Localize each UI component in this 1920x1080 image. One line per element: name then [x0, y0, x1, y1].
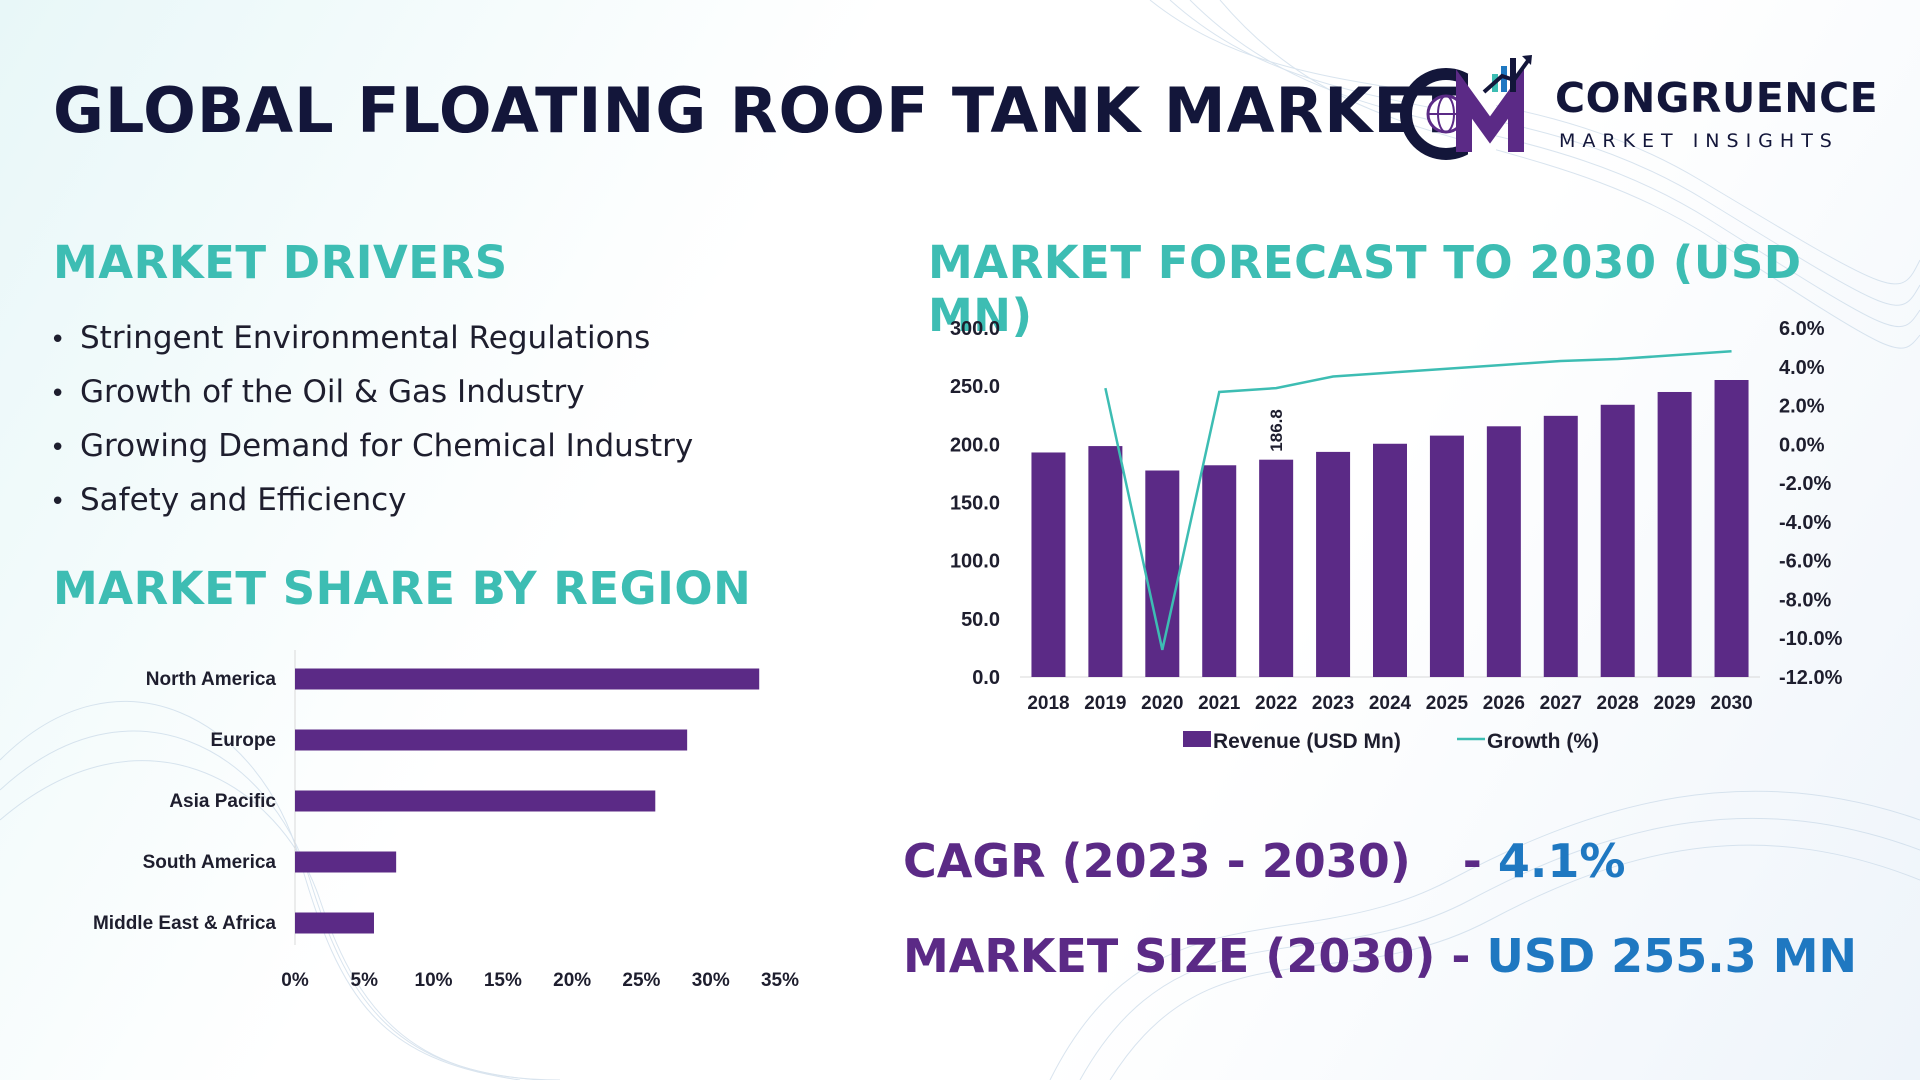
revenue-bar — [1145, 470, 1180, 677]
revenue-bar — [1031, 452, 1066, 677]
legend-revenue-label: Revenue (USD Mn) — [1213, 730, 1401, 753]
driver-item: • Stringent Environmental Regulations — [50, 313, 693, 367]
legend-growth-label: Growth (%) — [1487, 730, 1599, 753]
right-axis-tick-label: -2.0% — [1779, 473, 1831, 495]
market-size-stat: MARKET SIZE (2030) - USD 255.3 MN — [903, 929, 1857, 983]
revenue-bar — [1714, 380, 1749, 677]
region-category-label: Middle East & Africa — [93, 913, 276, 934]
region-category-label: South America — [143, 852, 277, 873]
left-axis-tick-label: 50.0 — [961, 609, 1000, 631]
market-drivers-title: MARKET DRIVERS — [53, 236, 508, 289]
page-title: GLOBAL FLOATING ROOF TANK MARKET — [53, 74, 1460, 147]
region-bar — [295, 790, 656, 812]
x-tick-label: 30% — [692, 970, 730, 991]
x-category-label: 2021 — [1198, 693, 1241, 714]
x-category-label: 2019 — [1084, 693, 1126, 714]
x-category-label: 2023 — [1312, 693, 1354, 714]
driver-item: • Growth of the Oil & Gas Industry — [50, 367, 693, 421]
x-category-label: 2018 — [1027, 693, 1069, 714]
x-tick-label: 35% — [761, 970, 799, 991]
region-bar — [295, 668, 760, 690]
revenue-bar — [1600, 404, 1635, 677]
driver-item: • Growing Demand for Chemical Industry — [50, 421, 693, 475]
x-tick-label: 15% — [484, 970, 522, 991]
right-axis-tick-label: 6.0% — [1779, 318, 1825, 340]
x-category-label: 2030 — [1710, 693, 1752, 714]
bullet-icon: • — [50, 433, 66, 463]
x-tick-label: 5% — [351, 970, 379, 991]
x-category-label: 2028 — [1597, 693, 1639, 714]
x-category-label: 2022 — [1255, 693, 1297, 714]
logo-name: CONGRUENCE — [1555, 74, 1879, 122]
cagr-label: CAGR (2023 - 2030) — [903, 834, 1411, 888]
x-category-label: 2029 — [1653, 693, 1695, 714]
cagr-separator: - — [1462, 834, 1482, 888]
x-tick-label: 0% — [281, 970, 309, 991]
driver-text: Stringent Environmental Regulations — [80, 320, 651, 356]
x-category-label: 2026 — [1483, 693, 1525, 714]
right-axis-tick-label: -12.0% — [1779, 667, 1843, 689]
driver-text: Growing Demand for Chemical Industry — [80, 428, 694, 464]
forecast-chart: 0.0 50.0 100.0 150.0 200.0 250.0 300.0 -12.0% -1… — [950, 318, 1843, 753]
region-category-label: North America — [146, 669, 277, 690]
market-share-region-title: MARKET SHARE BY REGION — [53, 562, 752, 615]
revenue-bar — [1316, 451, 1351, 677]
revenue-bar — [1088, 446, 1123, 677]
left-axis-tick-label: 150.0 — [950, 493, 1000, 515]
driver-text: Growth of the Oil & Gas Industry — [80, 374, 585, 410]
region-share-chart: North America Europe Asia Pacific South Ame… — [93, 650, 799, 991]
region-bar — [295, 729, 688, 751]
right-axis-tick-label: -6.0% — [1779, 551, 1831, 573]
region-category-label: Europe — [211, 730, 276, 751]
legend-revenue-swatch — [1183, 731, 1211, 747]
growth-line — [1104, 350, 1732, 651]
region-category-label: Asia Pacific — [169, 791, 276, 812]
x-tick-label: 20% — [553, 970, 591, 991]
bullet-icon: • — [50, 325, 66, 355]
revenue-bar — [1657, 391, 1692, 677]
right-axis-tick-label: -4.0% — [1779, 512, 1831, 534]
x-tick-label: 25% — [622, 970, 660, 991]
region-bar — [295, 851, 397, 873]
data-label: 186.8 — [1267, 409, 1286, 452]
cagr-value: 4.1% — [1497, 834, 1626, 888]
market-size-value: USD 255.3 MN — [1486, 929, 1857, 983]
market-size-label: MARKET SIZE (2030) — [903, 929, 1436, 983]
left-axis-tick-label: 200.0 — [950, 434, 1000, 456]
market-size-separator: - — [1451, 929, 1471, 983]
revenue-bar — [1543, 415, 1578, 677]
revenue-bar — [1259, 459, 1294, 677]
driver-item: • Safety and Efficiency — [50, 475, 693, 529]
revenue-bar — [1202, 465, 1237, 677]
left-axis-tick-label: 0.0 — [972, 667, 1000, 689]
brand-logo: CONGRUENCE MARKET INSIGHTS — [1398, 52, 1878, 162]
left-axis-tick-label: 250.0 — [950, 376, 1000, 398]
x-category-label: 2020 — [1141, 693, 1183, 714]
right-axis-tick-label: 0.0% — [1779, 434, 1825, 456]
x-tick-label: 10% — [415, 970, 453, 991]
driver-text: Safety and Efficiency — [80, 482, 407, 518]
x-category-label: 2027 — [1540, 693, 1582, 714]
drivers-list: • Stringent Environmental Regulations • Gr… — [50, 313, 693, 529]
right-axis-tick-label: 4.0% — [1779, 357, 1825, 379]
region-bar — [295, 912, 374, 934]
left-axis-tick-label: 100.0 — [950, 551, 1000, 573]
right-axis-tick-label: 2.0% — [1779, 396, 1825, 418]
bullet-icon: • — [50, 379, 66, 409]
right-axis-tick-label: -8.0% — [1779, 589, 1831, 611]
logo-subtitle: MARKET INSIGHTS — [1559, 130, 1839, 152]
cagr-stat: CAGR (2023 - 2030) - 4.1% — [903, 834, 1625, 888]
x-category-label: 2024 — [1369, 693, 1412, 714]
right-axis-tick-label: -10.0% — [1779, 628, 1843, 650]
revenue-bar — [1429, 435, 1464, 677]
bullet-icon: • — [50, 487, 66, 517]
revenue-bar — [1486, 426, 1521, 677]
x-category-label: 2025 — [1426, 693, 1469, 714]
revenue-bar — [1373, 443, 1407, 677]
left-axis-tick-label: 300.0 — [950, 318, 1000, 340]
cm-globe-bars-logo-icon — [1400, 55, 1532, 160]
market-forecast-title: MARKET FORECAST TO 2030 (USD MN) — [928, 236, 1802, 342]
